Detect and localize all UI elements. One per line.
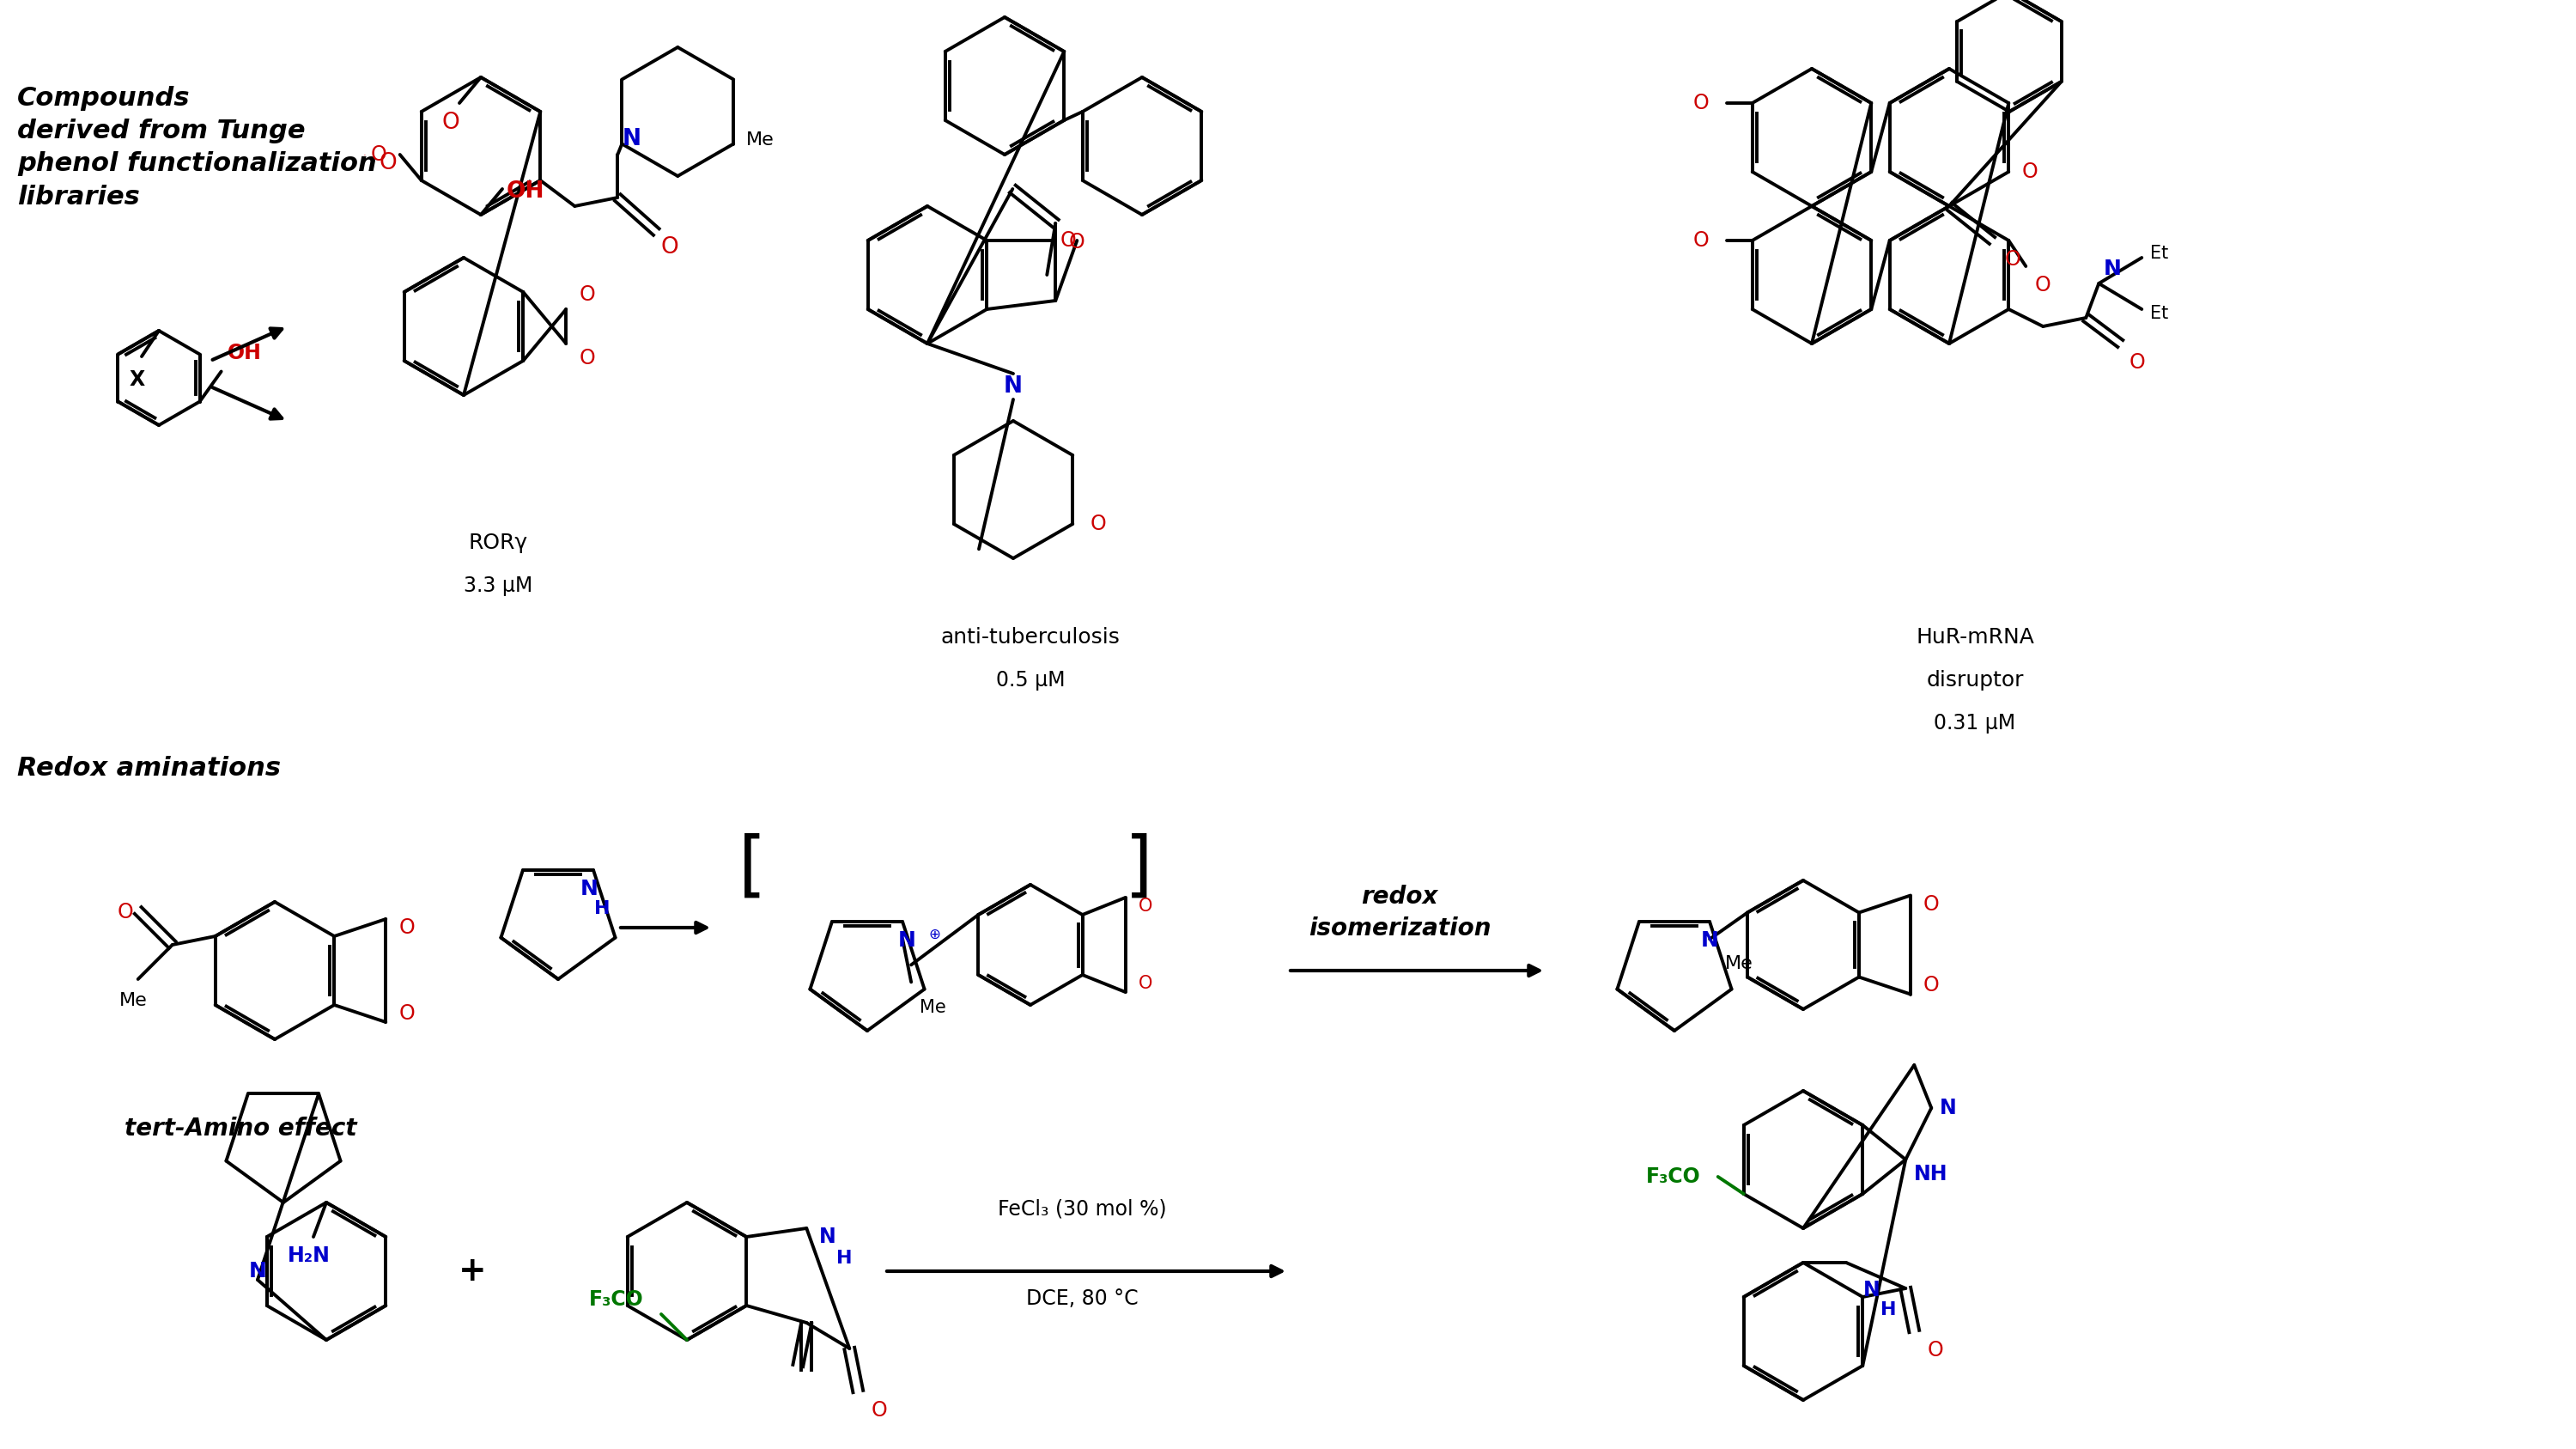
Text: H: H xyxy=(1880,1301,1896,1319)
Text: O: O xyxy=(1069,232,1084,252)
Text: O: O xyxy=(1139,897,1151,914)
Text: O: O xyxy=(659,236,677,258)
Text: H: H xyxy=(837,1249,853,1266)
Text: O: O xyxy=(116,901,134,923)
Text: O: O xyxy=(399,1003,415,1024)
Text: N: N xyxy=(580,880,598,900)
Text: RORγ: RORγ xyxy=(469,533,528,554)
Text: O: O xyxy=(2128,352,2146,372)
Text: N: N xyxy=(819,1226,837,1248)
Text: O: O xyxy=(1139,975,1151,993)
Text: redox
isomerization: redox isomerization xyxy=(1309,885,1492,940)
Text: Et: Et xyxy=(2151,245,2169,262)
Text: Redox aminations: Redox aminations xyxy=(18,756,281,781)
Text: Me: Me xyxy=(1726,955,1752,972)
Text: N: N xyxy=(1862,1279,1880,1300)
Text: X: X xyxy=(129,369,144,390)
Text: 0.31 μM: 0.31 μM xyxy=(1935,713,2017,733)
Text: +: + xyxy=(459,1255,487,1288)
Text: Me: Me xyxy=(118,993,147,1010)
Text: O: O xyxy=(1059,230,1077,251)
Text: Compounds
derived from Tunge
phenol functionalization
libraries: Compounds derived from Tunge phenol func… xyxy=(18,85,376,209)
Text: N: N xyxy=(621,128,641,151)
Text: F₃CO: F₃CO xyxy=(1646,1166,1700,1187)
Text: O: O xyxy=(1692,230,1710,251)
Text: F₃CO: F₃CO xyxy=(590,1290,644,1310)
Text: NH: NH xyxy=(1914,1164,1947,1184)
Text: N: N xyxy=(1940,1098,1958,1119)
Text: Et: Et xyxy=(2151,304,2169,322)
Text: O: O xyxy=(379,152,397,174)
Text: H₂N: H₂N xyxy=(289,1246,330,1266)
Text: [: [ xyxy=(739,833,768,903)
Text: O: O xyxy=(1924,975,1940,995)
Text: H: H xyxy=(595,900,611,917)
Text: OH: OH xyxy=(227,342,263,362)
Text: N: N xyxy=(2102,258,2120,280)
Text: O: O xyxy=(2035,275,2050,296)
Text: O: O xyxy=(580,348,595,368)
Text: N: N xyxy=(899,930,917,951)
Text: Me: Me xyxy=(920,1000,945,1016)
Text: N: N xyxy=(250,1261,265,1281)
Text: Me: Me xyxy=(747,130,775,148)
Text: ⊕: ⊕ xyxy=(927,926,940,942)
Text: O: O xyxy=(871,1400,886,1420)
Text: O: O xyxy=(2022,161,2038,183)
Text: O: O xyxy=(443,112,459,133)
Text: O: O xyxy=(2004,249,2022,270)
Text: OH: OH xyxy=(507,180,546,203)
Text: O: O xyxy=(1090,513,1105,535)
Text: O: O xyxy=(399,917,415,938)
Text: N: N xyxy=(1700,930,1718,951)
Text: anti-tuberculosis: anti-tuberculosis xyxy=(940,627,1121,648)
Text: O: O xyxy=(1924,894,1940,914)
Text: 0.5 μM: 0.5 μM xyxy=(997,669,1064,691)
Text: O: O xyxy=(1692,93,1710,113)
Text: 3.3 μM: 3.3 μM xyxy=(464,575,533,596)
Text: tert-Amino effect: tert-Amino effect xyxy=(124,1117,355,1140)
Text: O: O xyxy=(580,284,595,304)
Text: DCE, 80 °C: DCE, 80 °C xyxy=(1025,1288,1139,1308)
Text: ]: ] xyxy=(1126,833,1154,903)
Text: disruptor: disruptor xyxy=(1927,669,2025,691)
Text: O: O xyxy=(371,145,386,165)
Text: HuR-mRNA: HuR-mRNA xyxy=(1917,627,2035,648)
Text: O: O xyxy=(1927,1340,1942,1361)
Text: FeCl₃ (30 mol %): FeCl₃ (30 mol %) xyxy=(997,1200,1167,1220)
Text: N: N xyxy=(1005,375,1023,397)
